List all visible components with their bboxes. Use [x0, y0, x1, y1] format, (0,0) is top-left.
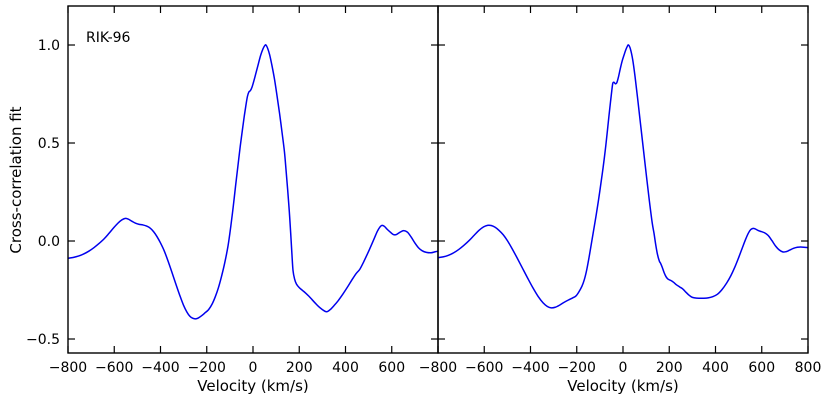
- x-tick-label: 0: [619, 360, 628, 376]
- panel-annotation: RIK-96: [86, 30, 131, 46]
- x-tick-label: 200: [656, 360, 683, 376]
- x-axis-label-right: Velocity (km/s): [567, 377, 678, 395]
- y-tick-label: 0.0: [38, 234, 60, 250]
- x-tick-label: 400: [702, 360, 729, 376]
- x-tick-label: 800: [795, 360, 822, 376]
- y-tick-label: 1.0: [38, 38, 60, 54]
- x-tick-label: −200: [558, 360, 596, 376]
- x-tick-label: 600: [748, 360, 775, 376]
- x-tick-label: −600: [465, 360, 503, 376]
- x-axis-label-left: Velocity (km/s): [197, 377, 308, 395]
- x-tick-label: 200: [286, 360, 313, 376]
- x-tick-label: 400: [332, 360, 359, 376]
- panel-spines-left: [67, 5, 439, 354]
- x-tick-label: −800: [419, 360, 457, 376]
- y-axis-label: Cross-correlation fit: [7, 106, 25, 253]
- x-tick-label: −800: [49, 360, 87, 376]
- x-tick-label: −200: [188, 360, 226, 376]
- x-tick-label: 600: [378, 360, 405, 376]
- x-tick-label: 0: [249, 360, 258, 376]
- x-tick-label: −400: [141, 360, 179, 376]
- x-tick-label: −600: [95, 360, 133, 376]
- ccf-curve-left: [68, 44, 438, 320]
- ccf-curve-right: [438, 44, 808, 309]
- x-tick-label: −400: [511, 360, 549, 376]
- plot-root: −800 −600 −400 −200 0 200 400 6001.00.50.0−0.5−…: [26, 5, 822, 376]
- panel-left: −800 −600 −400 −200 0 200 400 600 1.0 0.5 0.0 −0.5: [26, 5, 439, 376]
- y-tick-label: −0.5: [26, 332, 60, 348]
- panel-right: −800 −600 −400 −200 0 200 400 600 800: [419, 5, 822, 376]
- y-tick-label: 0.5: [38, 136, 60, 152]
